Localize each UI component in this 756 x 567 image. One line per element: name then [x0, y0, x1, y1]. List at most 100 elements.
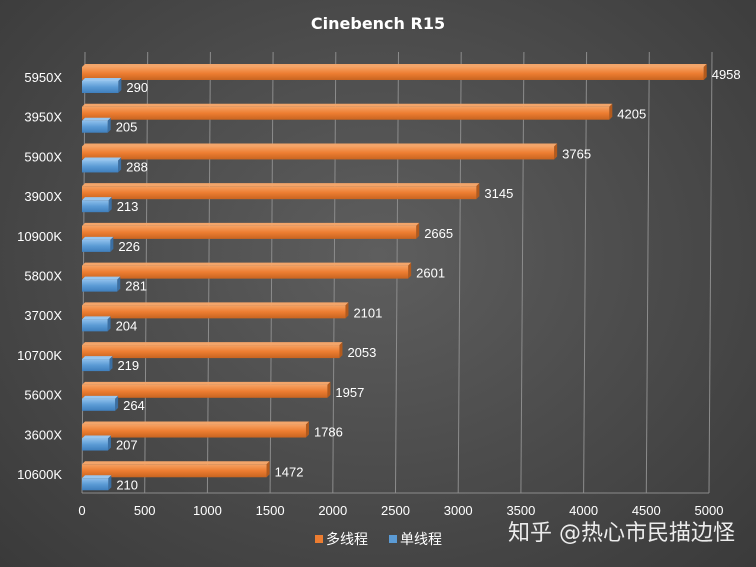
data-label-single-thread: 219	[117, 358, 139, 373]
bar-single-thread-side	[107, 316, 111, 332]
bar-single-thread	[82, 279, 118, 292]
gridline	[520, 51, 525, 494]
data-label-multi-thread: 1472	[275, 464, 304, 479]
bar-multi-thread	[82, 384, 328, 398]
bar-single-thread-top	[82, 475, 112, 479]
bar-single-thread-top	[82, 236, 114, 240]
bar-multi-thread-side	[327, 381, 331, 398]
bar-multi-thread	[82, 265, 409, 279]
bar-multi-thread	[82, 464, 267, 478]
bar-single-thread-top	[82, 316, 111, 320]
bar-multi-thread-top	[82, 183, 480, 187]
x-tick-label: 1000	[193, 503, 222, 518]
bar-single-thread-top	[82, 117, 111, 121]
x-tick-label: 4000	[569, 503, 598, 518]
bar-single-thread	[82, 319, 108, 332]
data-label-single-thread: 204	[116, 318, 138, 333]
bar-single-thread-side	[118, 78, 122, 93]
bar-multi-thread-top	[82, 302, 349, 306]
bar-single-thread-side	[108, 475, 112, 491]
bar-single-thread	[82, 81, 119, 93]
bar-single-thread-side	[118, 157, 122, 173]
bar-multi-thread	[82, 106, 610, 120]
data-label-multi-thread: 4205	[617, 107, 646, 122]
x-tick-label: 3500	[506, 503, 535, 518]
data-label-multi-thread: 4958	[712, 67, 741, 82]
x-tick-label: 2500	[381, 503, 410, 518]
x-tick-label: 2000	[318, 503, 347, 518]
data-label-single-thread: 213	[117, 199, 139, 214]
bar-multi-thread-top	[82, 421, 309, 425]
data-label-single-thread: 205	[116, 120, 138, 135]
data-label-multi-thread: 3765	[562, 146, 591, 161]
legend-label-multi-thread: 多线程	[326, 531, 368, 548]
category-label: 3600X	[24, 427, 62, 442]
x-tick-label: 3000	[444, 503, 473, 518]
bar-single-thread-side	[117, 276, 121, 292]
x-tick-label: 0	[78, 503, 85, 518]
bar-single-thread-side	[110, 236, 114, 252]
bar-single-thread	[82, 239, 111, 252]
bar-single-thread-side	[115, 395, 119, 411]
bar-multi-thread	[82, 345, 340, 359]
bar-single-thread	[82, 398, 116, 411]
data-label-single-thread: 207	[116, 438, 138, 453]
bar-multi-thread-side	[554, 143, 558, 160]
bar-multi-thread-side	[609, 103, 613, 120]
bar-single-thread-top	[82, 157, 122, 161]
gridline	[708, 51, 713, 494]
legend: 多线程 单线程	[315, 531, 442, 548]
bar-single-thread-side	[108, 197, 112, 213]
bar-single-thread-top	[82, 435, 111, 439]
bar-single-thread	[82, 438, 108, 451]
category-label: 5800X	[24, 269, 62, 284]
bar-multi-thread-top	[82, 103, 613, 107]
data-label-multi-thread: 2101	[353, 305, 382, 320]
bar-single-thread-top	[82, 356, 113, 360]
watermark-text: 知乎 @热心市民描边怪	[508, 521, 735, 546]
data-label-multi-thread: 2665	[424, 226, 453, 241]
bar-multi-thread-side	[339, 342, 343, 359]
bar-single-thread-side	[109, 356, 113, 372]
legend-swatch-multi-thread	[315, 535, 323, 543]
gridline	[583, 51, 588, 494]
bar-single-thread-top	[82, 276, 121, 280]
category-label: 10600K	[17, 467, 62, 482]
x-tick-label: 500	[134, 503, 156, 518]
data-label-single-thread: 210	[116, 477, 138, 492]
data-label-single-thread: 290	[126, 80, 148, 95]
bar-multi-thread-side	[305, 421, 309, 438]
x-tick-label: 4500	[632, 503, 661, 518]
category-label: 10900K	[17, 229, 62, 244]
bar-multi-thread-top	[82, 222, 420, 226]
bar-multi-thread-side	[345, 302, 349, 319]
bar-multi-thread	[82, 67, 704, 80]
bar-single-thread	[82, 120, 108, 133]
category-label: 3700X	[24, 308, 62, 323]
bar-multi-thread	[82, 146, 555, 160]
data-label-multi-thread: 1786	[314, 425, 343, 440]
bar-single-thread-top	[82, 197, 112, 201]
bar-single-thread-top	[82, 395, 119, 399]
bar-multi-thread-side	[703, 64, 707, 80]
bar-single-thread	[82, 160, 119, 173]
bar-multi-thread-top	[82, 64, 707, 67]
data-label-single-thread: 288	[126, 159, 148, 174]
bar-single-thread	[82, 200, 109, 213]
gridline	[645, 51, 650, 494]
data-label-multi-thread: 2601	[416, 266, 445, 281]
bar-multi-thread	[82, 305, 346, 319]
bar-multi-thread-top	[82, 143, 558, 147]
legend-swatch-single-thread	[389, 535, 397, 543]
bars-group	[82, 64, 707, 491]
bar-single-thread-side	[107, 117, 111, 133]
x-tick-label: 5000	[695, 503, 724, 518]
bar-single-thread	[82, 478, 109, 491]
bar-multi-thread	[82, 225, 417, 239]
bar-multi-thread-top	[82, 262, 412, 266]
category-label: 5900X	[24, 149, 62, 164]
data-label-multi-thread: 3145	[484, 186, 513, 201]
bar-single-thread-side	[107, 435, 111, 451]
bar-multi-thread-side	[416, 222, 420, 239]
